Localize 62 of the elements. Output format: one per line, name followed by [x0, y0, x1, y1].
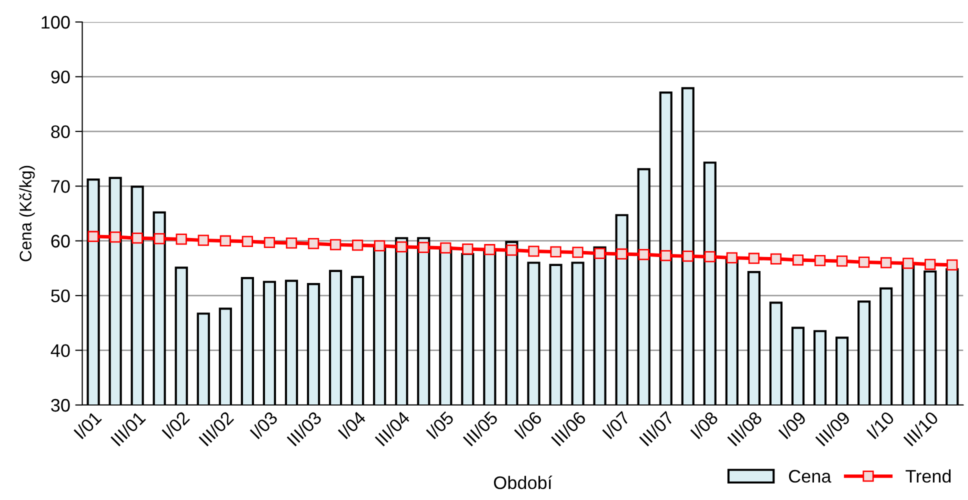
y-tick-label: 30	[51, 398, 70, 412]
point	[682, 250, 694, 262]
x-tick-label: I/08	[690, 410, 719, 440]
y-tick-label: 100	[42, 16, 70, 29]
point	[462, 244, 474, 255]
point	[154, 233, 165, 244]
point	[396, 241, 408, 252]
point	[88, 230, 99, 242]
point	[638, 248, 650, 260]
x-axis-title: Období	[494, 476, 552, 490]
point	[924, 258, 936, 270]
point	[704, 251, 716, 262]
point	[418, 242, 430, 253]
point	[528, 246, 540, 257]
point	[792, 254, 804, 266]
point	[308, 238, 320, 250]
point	[506, 244, 518, 256]
y-tick-label: 80	[51, 125, 70, 138]
point	[330, 239, 342, 250]
point	[880, 257, 892, 268]
point	[132, 232, 143, 244]
point	[110, 231, 121, 243]
point	[220, 235, 231, 246]
x-tick-label: I/02	[161, 410, 190, 440]
point	[484, 244, 496, 256]
point	[902, 258, 914, 269]
x-tick-label: I/09	[778, 410, 807, 440]
x-tick-label: I/10	[866, 410, 895, 440]
point	[946, 259, 958, 270]
point	[374, 240, 386, 252]
y-tick-label: 90	[51, 70, 70, 84]
point	[770, 253, 782, 264]
point	[814, 255, 826, 266]
y-tick-label: 50	[51, 290, 70, 302]
point	[572, 246, 584, 258]
y-tick-label: 70	[51, 180, 70, 193]
point	[726, 252, 738, 264]
y-tick-label: 60	[51, 234, 70, 248]
point	[550, 246, 562, 258]
point	[836, 256, 848, 267]
y-axis-title: Cena (Kč/kg)	[19, 166, 35, 262]
legend-label: Cena	[788, 470, 832, 483]
point	[616, 248, 628, 260]
legend-label: Trend	[906, 469, 951, 483]
x-tick-label: I/07	[602, 410, 631, 440]
x-tick-label: I/03	[249, 410, 278, 440]
x-tick-label: I/01	[73, 410, 102, 440]
point	[286, 237, 298, 249]
point	[858, 256, 870, 268]
x-tick-label: I/05	[426, 410, 454, 440]
point	[176, 234, 187, 245]
point	[440, 242, 452, 254]
point	[264, 236, 276, 248]
x-tick-label: I/06	[514, 410, 543, 440]
y-tick-label: 40	[50, 344, 70, 358]
point	[198, 234, 209, 246]
point	[748, 252, 760, 264]
point	[242, 236, 253, 247]
point	[352, 240, 364, 251]
point	[660, 250, 672, 262]
point	[594, 248, 606, 259]
x-tick-label: I/04	[337, 410, 367, 440]
